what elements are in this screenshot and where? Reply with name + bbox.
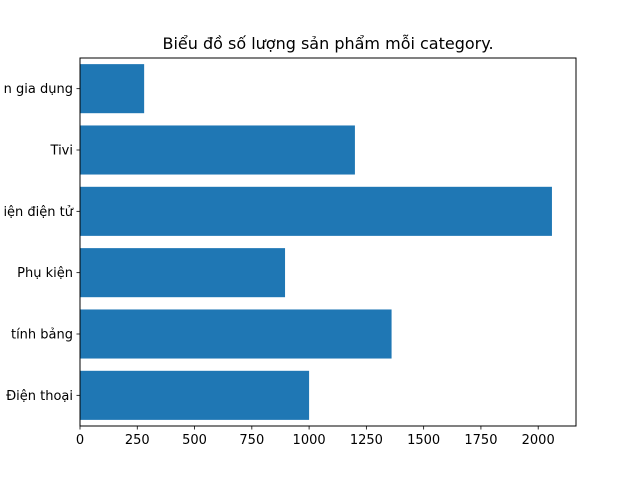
y-tick-label-dien-thoai: Điện thoại xyxy=(6,389,73,404)
x-axis-ticks: 0 250 500 750 1000 1250 1500 1750 2000 xyxy=(76,426,555,448)
bar-phu-kien xyxy=(80,248,286,298)
x-tick-label-750: 750 xyxy=(239,433,264,448)
x-tick-label-1500: 1500 xyxy=(407,433,440,448)
x-tick-label-500: 500 xyxy=(182,433,207,448)
x-tick-label-1000: 1000 xyxy=(293,433,326,448)
bar-dien-thoai xyxy=(80,370,310,420)
y-tick-label-thiet-bi-dien-dien-tu: iện điện tử xyxy=(3,205,73,220)
plot-area-frame xyxy=(79,57,577,427)
bar-tivi xyxy=(80,125,355,175)
x-tick-label-1250: 1250 xyxy=(350,433,383,448)
y-tick-label-may-tinh-bang: tính bảng xyxy=(11,328,73,343)
bar-may-tinh-bang xyxy=(80,309,392,359)
x-tick-label-2000: 2000 xyxy=(522,433,555,448)
x-tick-label-0: 0 xyxy=(76,433,84,448)
chart-title: Biểu đồ số lượng sản phẩm mỗi category. xyxy=(162,34,493,53)
bar-do-gia-dung xyxy=(80,64,145,114)
bars-layer xyxy=(80,64,552,420)
y-tick-label-tivi: Tivi xyxy=(50,144,73,159)
y-tick-label-do-gia-dung: n gia dụng xyxy=(4,82,73,97)
x-tick-label-250: 250 xyxy=(125,433,150,448)
y-tick-label-phu-kien: Phụ kiện xyxy=(17,266,73,281)
x-tick-label-1750: 1750 xyxy=(464,433,497,448)
y-axis-ticks: Điện thoại tính bảng Phụ kiện iện điện tử Ti… xyxy=(3,82,80,404)
bar-thiet-bi-dien-dien-tu xyxy=(80,186,552,236)
